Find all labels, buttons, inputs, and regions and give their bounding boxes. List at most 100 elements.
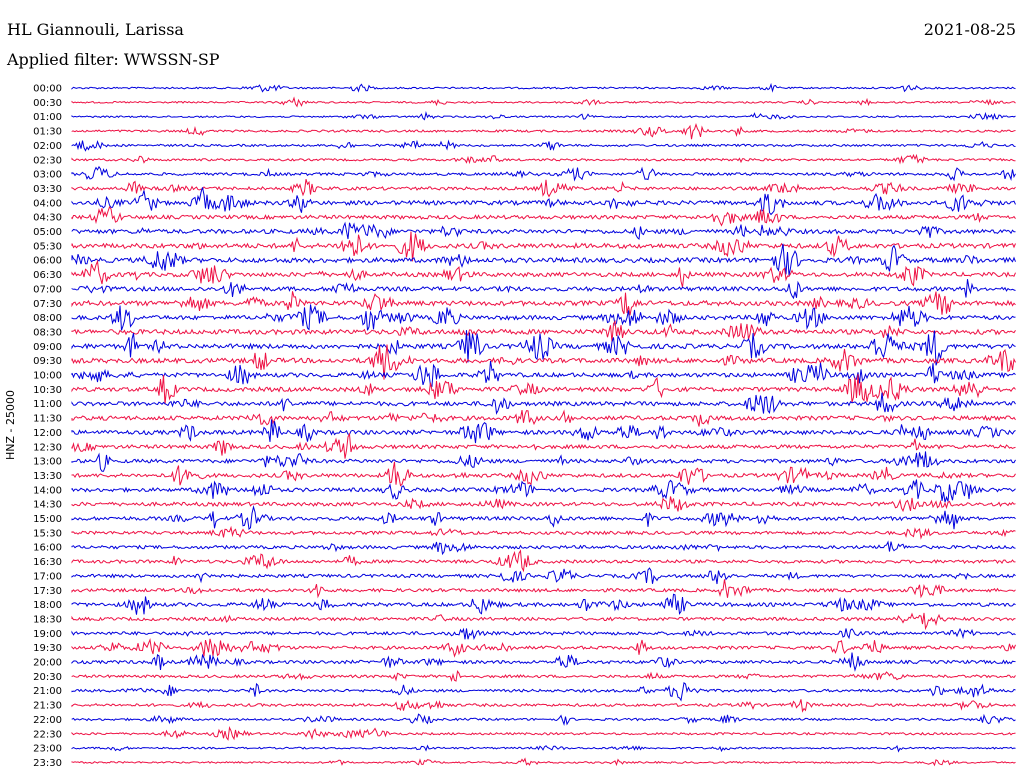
trace-line <box>71 451 1016 472</box>
time-tick-label: 11:00 <box>33 399 62 410</box>
trace-line <box>71 165 1016 182</box>
trace-line <box>71 549 1016 573</box>
trace-lines <box>71 82 1016 767</box>
trace-line <box>71 496 1016 513</box>
trace-line <box>71 330 1016 366</box>
time-tick-label: 02:00 <box>33 141 62 152</box>
time-tick-label: 04:00 <box>33 198 62 209</box>
time-tick-label: 03:00 <box>33 170 62 181</box>
trace-line <box>71 637 1016 658</box>
time-tick-label: 02:30 <box>33 155 62 166</box>
time-tick-label: 01:00 <box>33 112 62 123</box>
time-tick-label: 03:30 <box>33 184 62 195</box>
trace-line <box>71 123 1016 140</box>
time-tick-label: 07:30 <box>33 299 62 310</box>
time-tick-label: 06:30 <box>33 270 62 281</box>
time-tick-label: 17:30 <box>33 586 62 597</box>
trace-line <box>71 419 1016 444</box>
trace-line <box>71 392 1016 415</box>
time-tick-label: 18:00 <box>33 600 62 611</box>
trace-line <box>71 360 1016 387</box>
time-tick-label: 20:00 <box>33 658 62 669</box>
trace-line <box>71 725 1016 741</box>
time-tick-label: 23:30 <box>33 758 62 769</box>
trace-line <box>71 111 1016 121</box>
trace-line <box>71 221 1016 240</box>
time-tick-label: 07:00 <box>33 284 62 295</box>
trace-line <box>71 540 1016 556</box>
trace-line <box>71 757 1016 767</box>
time-tick-label: 09:00 <box>33 342 62 353</box>
trace-line <box>71 179 1016 198</box>
time-tick-label: 19:30 <box>33 643 62 654</box>
time-tick-label: 10:30 <box>33 385 62 396</box>
time-tick-label: 21:30 <box>33 701 62 712</box>
trace-line <box>71 505 1016 530</box>
time-tick-label: 12:30 <box>33 442 62 453</box>
trace-line <box>71 96 1016 108</box>
time-tick-label: 16:30 <box>33 557 62 568</box>
time-tick-label: 19:00 <box>33 629 62 640</box>
time-tick-label: 01:30 <box>33 127 62 138</box>
trace-line <box>71 319 1016 342</box>
trace-line <box>71 612 1016 631</box>
trace-line <box>71 344 1016 380</box>
time-tick-label: 08:30 <box>33 327 62 338</box>
time-tick-label: 09:30 <box>33 356 62 367</box>
time-tick-label: 11:30 <box>33 414 62 425</box>
trace-line <box>71 627 1016 640</box>
trace-line <box>71 713 1016 727</box>
trace-line <box>71 652 1016 672</box>
trace-line <box>71 579 1016 599</box>
time-tick-label: 13:00 <box>33 457 62 468</box>
time-tick-label: 08:00 <box>33 313 62 324</box>
time-tick-label: 17:00 <box>33 571 62 582</box>
trace-line <box>71 409 1016 427</box>
time-ticks: 00:00 00:30 01:00 01:30 02:00 02:30 03:00 03:30… <box>33 84 62 769</box>
filter-label: Applied filter: WWSSN-SP <box>7 50 220 69</box>
trace-line <box>71 593 1016 615</box>
trace-line <box>71 525 1016 540</box>
time-tick-label: 12:00 <box>33 428 62 439</box>
y-axis-label: HNZ - 25000 <box>4 390 17 460</box>
time-tick-label: 22:30 <box>33 729 62 740</box>
time-tick-label: 15:00 <box>33 514 62 525</box>
trace-line <box>71 259 1016 288</box>
time-tick-label: 06:00 <box>33 256 62 267</box>
trace-line <box>71 744 1016 753</box>
trace-line <box>71 279 1016 300</box>
time-tick-label: 14:00 <box>33 485 62 496</box>
station-title: HL Giannouli, Larissa <box>7 20 184 39</box>
time-tick-label: 00:30 <box>33 98 62 109</box>
trace-line <box>71 82 1016 93</box>
trace-line <box>71 304 1016 331</box>
time-tick-label: 14:30 <box>33 500 62 511</box>
trace-line <box>71 432 1016 459</box>
time-tick-label: 22:00 <box>33 715 62 726</box>
time-tick-label: 05:30 <box>33 241 62 252</box>
trace-line <box>71 243 1016 276</box>
trace-line <box>71 374 1016 405</box>
trace-line <box>71 479 1016 503</box>
trace-line <box>71 139 1016 152</box>
date-label: 2021-08-25 <box>923 20 1016 39</box>
trace-line <box>71 231 1016 262</box>
time-tick-label: 05:00 <box>33 227 62 238</box>
time-tick-label: 21:00 <box>33 686 62 697</box>
time-tick-label: 10:00 <box>33 371 62 382</box>
trace-line <box>71 205 1016 227</box>
trace-line <box>71 567 1016 585</box>
trace-line <box>71 682 1016 702</box>
time-tick-label: 23:00 <box>33 744 62 755</box>
trace-line <box>71 699 1016 713</box>
time-tick-label: 04:30 <box>33 213 62 224</box>
time-tick-label: 20:30 <box>33 672 62 683</box>
trace-line <box>71 670 1016 682</box>
trace-line <box>71 153 1016 165</box>
time-tick-label: 13:30 <box>33 471 62 482</box>
time-tick-label: 18:30 <box>33 614 62 625</box>
time-tick-label: 00:00 <box>33 84 62 95</box>
time-tick-label: 16:00 <box>33 543 62 554</box>
trace-line <box>71 187 1016 216</box>
